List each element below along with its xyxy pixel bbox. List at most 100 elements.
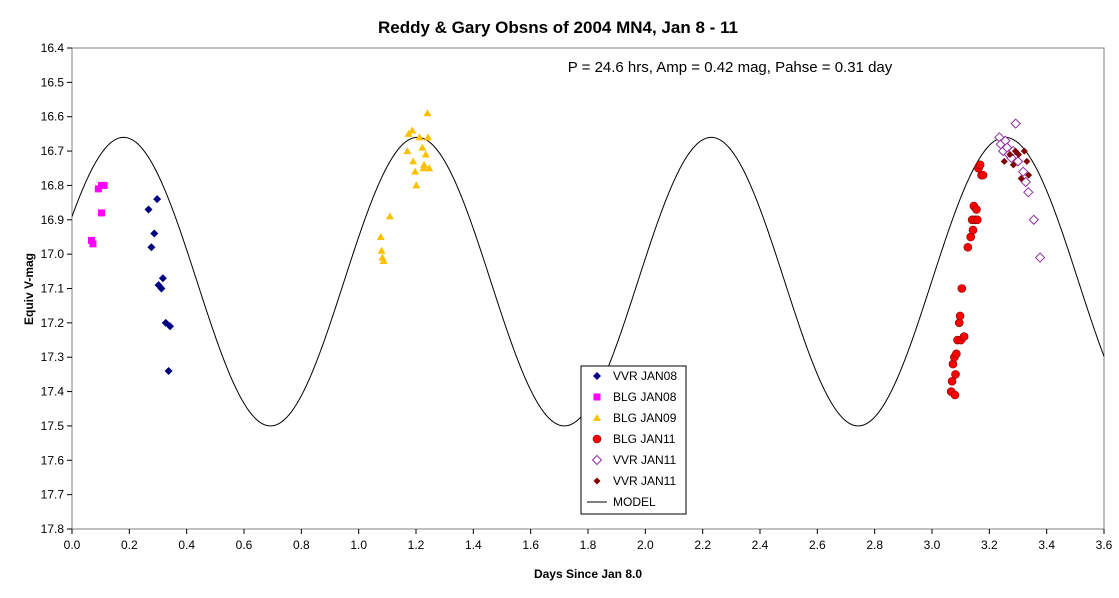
data-point [157,284,166,293]
chart-title: Reddy & Gary Obsns of 2004 MN4, Jan 8 - … [378,18,738,37]
data-point [972,215,982,225]
legend-label: MODEL [613,495,656,509]
y-tick-label: 17.3 [41,350,65,364]
data-point [100,181,108,189]
data-point [415,133,424,141]
data-point [1017,175,1025,183]
y-tick-label: 17.6 [41,453,65,467]
y-tick-label: 17.4 [41,385,65,399]
x-tick-label: 3.6 [1096,538,1113,552]
data-point [377,246,386,254]
data-point [978,170,988,180]
data-point [955,311,965,321]
data-point [950,390,960,400]
legend-label: BLG JAN08 [613,390,677,404]
model-annotation: P = 24.6 hrs, Amp = 0.42 mag, Pahse = 0.… [568,59,893,76]
data-point [1006,151,1014,159]
x-tick-label: 0.4 [178,538,195,552]
legend-label: VVR JAN08 [613,369,677,383]
data-point [411,167,420,175]
data-point [957,284,967,293]
data-point [98,209,106,217]
x-tick-label: 1.4 [465,538,482,552]
data-point [975,160,985,170]
x-tick-label: 0.0 [64,538,81,552]
legend-label: VVR JAN11 [613,474,676,488]
x-tick-label: 0.8 [293,538,310,552]
x-tick-label: 1.2 [408,538,425,552]
data-point [403,147,412,155]
y-tick-label: 17.2 [41,316,65,330]
data-point [1000,157,1008,165]
x-tick-label: 2.2 [694,538,711,552]
data-point [423,109,432,117]
data-point [947,376,957,386]
y-tick-label: 16.9 [41,213,65,227]
data-point [147,243,156,252]
legend-marker [592,434,602,444]
y-tick-label: 16.6 [41,110,65,124]
data-point [972,205,981,214]
y-tick-label: 17.1 [41,282,65,296]
x-tick-label: 2.8 [866,538,883,552]
y-tick-label: 17.8 [41,522,65,536]
x-tick-label: 3.4 [1038,538,1055,552]
legend-marker [593,414,601,421]
data-point [408,126,417,134]
y-tick-label: 17.5 [41,419,65,433]
y-axis: 16.4 16.5 16.6 16.7 16.8 16.9 17.0 17.1 17.2 17.3… [41,41,72,536]
data-point [1010,118,1021,129]
data-point [425,164,434,172]
data-point [420,160,429,168]
y-axis-title: Equiv V-mag [22,253,36,325]
x-axis-title: Days Since Jan 8.0 [534,567,642,581]
data-point [1017,166,1029,177]
data-point [1012,156,1024,167]
data-point [409,157,418,165]
data-point [1023,187,1034,198]
data-point [385,212,394,220]
data-point [150,229,159,238]
x-tick-label: 1.0 [350,538,367,552]
x-tick-label: 2.6 [809,538,826,552]
legend: VVR JAN08 BLG JAN08 BLG JAN09 BLG JAN11 VVR … [580,365,687,515]
x-tick-label: 3.0 [924,538,941,552]
legend-marker [593,477,601,485]
data-point [144,205,153,214]
legend-marker [591,454,603,466]
x-axis: 0.0 0.2 0.4 0.6 0.8 1.0 1.2 1.4 1.6 1.8 2.0 2.2 2.4 2… [64,529,1113,552]
data-point [418,143,427,151]
x-tick-label: 1.8 [580,538,597,552]
y-tick-label: 16.7 [41,144,65,158]
y-tick-label: 16.8 [41,178,65,192]
y-tick-label: 17.7 [41,488,65,502]
data-point [412,181,421,189]
data-point [424,133,433,141]
data-point [1015,151,1023,159]
data-point [959,332,969,341]
data-points [87,109,1046,400]
data-point [1025,171,1033,179]
x-tick-label: 2.4 [752,538,769,552]
data-point [951,370,960,379]
data-point [963,242,973,252]
x-tick-label: 0.2 [121,538,138,552]
data-point [1028,214,1039,225]
legend-label: BLG JAN09 [613,411,677,425]
data-point [89,240,97,248]
legend-label: BLG JAN11 [613,432,676,446]
y-tick-label: 16.4 [41,41,65,55]
data-point [1034,252,1046,263]
legend-marker [593,393,601,401]
x-tick-label: 2.0 [637,538,654,552]
data-point [153,195,162,204]
data-point [376,232,385,240]
legend-marker [593,372,601,380]
x-tick-label: 1.6 [522,538,539,552]
data-point [166,322,175,331]
data-point [1023,157,1031,165]
x-tick-label: 3.2 [981,538,998,552]
data-point [158,274,167,283]
data-point [421,150,430,158]
